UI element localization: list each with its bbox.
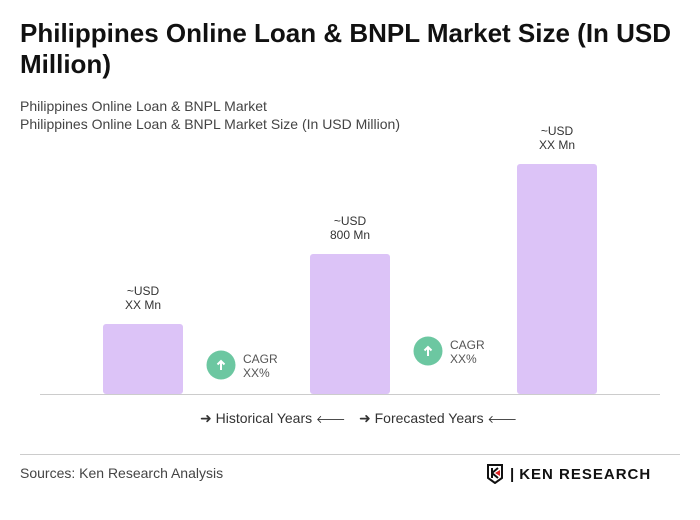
bar-value-label: ~USD [541, 124, 574, 138]
legend-forecasted-label: Forecasted Years [374, 410, 484, 426]
cagr-value: XX% [450, 352, 477, 366]
bar-value-label: ~USD [127, 284, 160, 298]
source-text: Sources: Ken Research Analysis [20, 465, 224, 481]
subtitle: Philippines Online Loan & BNPL Market [20, 98, 267, 114]
chart-subtitle: Philippines Online Loan & BNPL Market Si… [20, 116, 400, 132]
legend-historical-label: Historical Years [215, 410, 313, 426]
bar-value-label: ~USD [334, 214, 367, 228]
legend-forecasted: ➜ Forecasted Years 🡐 [359, 410, 517, 426]
bar-value-label: XX Mn [125, 298, 161, 312]
bar-value-label: 800 Mn [330, 228, 370, 242]
bar [103, 324, 183, 394]
bar-value-label: XX Mn [539, 138, 575, 152]
cagr-value: XX% [243, 366, 270, 380]
bar [310, 254, 390, 394]
arrow-up-icon [423, 345, 433, 356]
page-title: Philippines Online Loan & BNPL Market Si… [20, 18, 672, 79]
legend-historical: ➜ Historical Years 🡐 [200, 410, 346, 426]
logo-icon [487, 464, 503, 484]
divider [20, 454, 680, 455]
ken-research-logo: | KEN RESEARCH [486, 464, 651, 484]
bar [517, 164, 597, 394]
arrow-up-icon [216, 359, 226, 370]
cagr-label: CAGR [450, 338, 485, 352]
cagr-label: CAGR [243, 352, 278, 366]
